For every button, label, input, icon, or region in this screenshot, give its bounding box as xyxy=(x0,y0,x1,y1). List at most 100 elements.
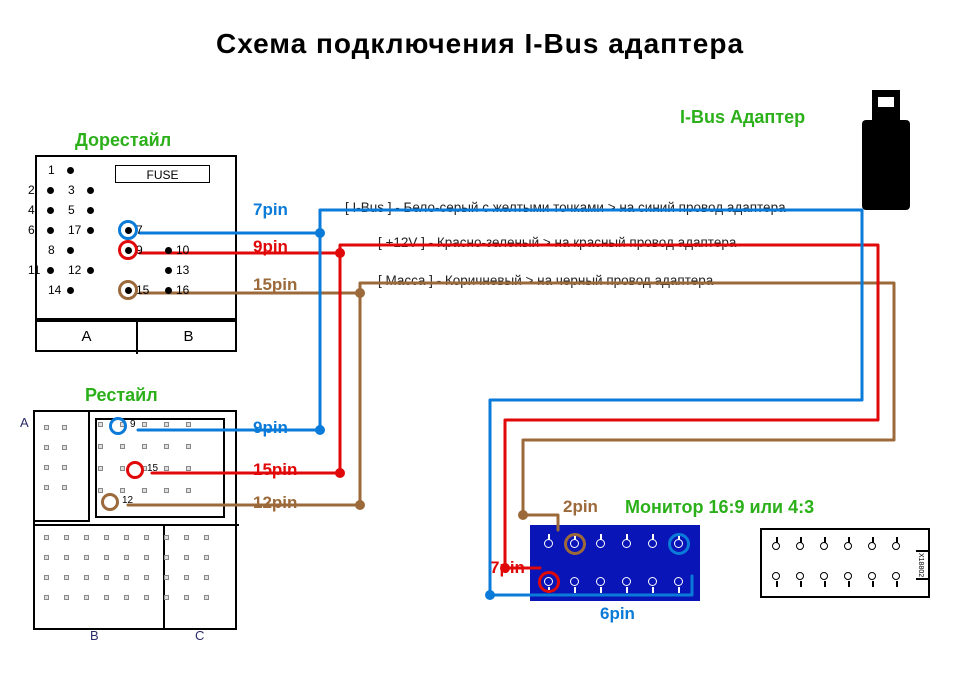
fl-pinnum-9: 9 xyxy=(130,419,136,430)
fl-tinypin xyxy=(124,535,129,540)
fl-tinypin xyxy=(164,488,169,493)
pre-pin-6 xyxy=(47,227,54,234)
pre-pinnum-3: 3 xyxy=(68,183,75,197)
fl-pin12-label: 12pin xyxy=(253,493,297,513)
pre-pinnum-5: 5 xyxy=(68,203,75,217)
fl-tinypin xyxy=(144,555,149,560)
fl-tinypin xyxy=(98,444,103,449)
mon-pin6-label: 6pin xyxy=(600,604,635,624)
fl-tinypin xyxy=(84,555,89,560)
fl-tinypin xyxy=(44,465,49,470)
pre-pinnum-11: 11 xyxy=(28,263,40,277)
fl-tinypin xyxy=(164,595,169,600)
reference-connector: X18802 xyxy=(760,528,930,598)
monitor-pin xyxy=(570,577,579,586)
ref-pin xyxy=(892,572,900,580)
pre-pin-8 xyxy=(67,247,74,254)
fl-pinnum-15: 15 xyxy=(147,463,158,474)
fl-tinypin xyxy=(120,466,125,471)
pre-pin15-label: 15pin xyxy=(253,275,297,295)
pre-pin7-label: 7pin xyxy=(253,200,288,220)
section-b: B xyxy=(138,322,239,354)
fl-tinypin xyxy=(164,466,169,471)
fl-tinypin xyxy=(44,485,49,490)
prefacelift-label: Дорестайл xyxy=(75,130,171,151)
adapter-label: I-Bus Адаптер xyxy=(680,107,805,128)
fl-tinypin xyxy=(144,535,149,540)
pre-pinnum-6: 6 xyxy=(28,223,35,237)
pre-pin-13 xyxy=(165,267,172,274)
ref-pin xyxy=(796,572,804,580)
pre-pinnum-17: 17 xyxy=(68,223,81,237)
ref-pin xyxy=(796,542,804,550)
fl-tinypin xyxy=(164,444,169,449)
fl-section-b: B xyxy=(90,628,99,643)
fl-tinypin xyxy=(44,555,49,560)
prefacelift-ab: A B xyxy=(35,320,237,352)
ref-pin xyxy=(772,572,780,580)
monitor-pin xyxy=(648,539,657,548)
pre-pin-4 xyxy=(47,207,54,214)
ref-pin xyxy=(772,542,780,550)
fl-tinypin xyxy=(204,595,209,600)
fl-section-c: C xyxy=(195,628,204,643)
mon-pin2-label: 2pin xyxy=(563,497,598,517)
fl-tinypin xyxy=(84,575,89,580)
fl-tinypin xyxy=(44,595,49,600)
fl-tinypin xyxy=(64,555,69,560)
ref-pin xyxy=(844,572,852,580)
fl-tinypin xyxy=(124,595,129,600)
desc-ground: [ Масса ] - Коричневый > на черный прово… xyxy=(378,273,713,288)
fl-tinypin xyxy=(184,595,189,600)
fl-tinypin xyxy=(204,555,209,560)
pre-pin-16 xyxy=(165,287,172,294)
fl-tinypin xyxy=(62,465,67,470)
fl-tinypin xyxy=(62,485,67,490)
fl-pinnum-12: 12 xyxy=(122,495,133,506)
ref-label: X18802 xyxy=(916,550,930,580)
fl-tinypin xyxy=(204,535,209,540)
pre-pinnum-1: 1 xyxy=(48,163,55,177)
ref-pin xyxy=(820,572,828,580)
fl-tinypin xyxy=(142,422,147,427)
pre-ring-15 xyxy=(118,280,138,300)
fl-tinypin xyxy=(44,575,49,580)
monitor-pin xyxy=(596,577,605,586)
fl-tinypin xyxy=(104,575,109,580)
desc-ibus: [ I-Bus ] - Бело-серый с желтыми точками… xyxy=(345,200,786,215)
monitor-pin xyxy=(544,539,553,548)
fl-tinypin xyxy=(104,555,109,560)
mon-pin7-label: 7pin xyxy=(490,558,525,578)
facelift-label: Рестайл xyxy=(85,385,158,406)
fl-tinypin xyxy=(144,575,149,580)
ref-pin xyxy=(868,572,876,580)
pre-pin-1 xyxy=(67,167,74,174)
ref-pin xyxy=(844,542,852,550)
fl-tinypin xyxy=(184,555,189,560)
fl-tinypin xyxy=(164,535,169,540)
fl-tinypin xyxy=(104,595,109,600)
fl-tinypin xyxy=(124,575,129,580)
fl-tinypin xyxy=(98,422,103,427)
pre-pinnum-10: 10 xyxy=(176,243,189,257)
fl-tinypin xyxy=(124,555,129,560)
fl-tinypin xyxy=(186,422,191,427)
diagram-title: Схема подключения I-Bus адаптера xyxy=(0,28,960,60)
fl-section-a: A xyxy=(20,415,29,430)
fl-pin15-label: 15pin xyxy=(253,460,297,480)
ref-pin xyxy=(820,542,828,550)
fl-tinypin xyxy=(64,595,69,600)
fl-tinypin xyxy=(204,575,209,580)
pre-pinnum-16: 16 xyxy=(176,283,189,297)
desc-power: [ +12V ] - Красно-зеленый > на красный п… xyxy=(378,235,736,250)
mon-ring-6 xyxy=(668,533,690,555)
monitor-pin xyxy=(622,539,631,548)
fl-pin9-label: 9pin xyxy=(253,418,288,438)
fl-tinypin xyxy=(44,425,49,430)
fl-ring-9 xyxy=(109,417,127,435)
monitor-pin xyxy=(622,577,631,586)
pre-pinnum-14: 14 xyxy=(48,283,61,297)
fl-tinypin xyxy=(164,555,169,560)
pre-pin-2 xyxy=(47,187,54,194)
pre-pin-12 xyxy=(87,267,94,274)
